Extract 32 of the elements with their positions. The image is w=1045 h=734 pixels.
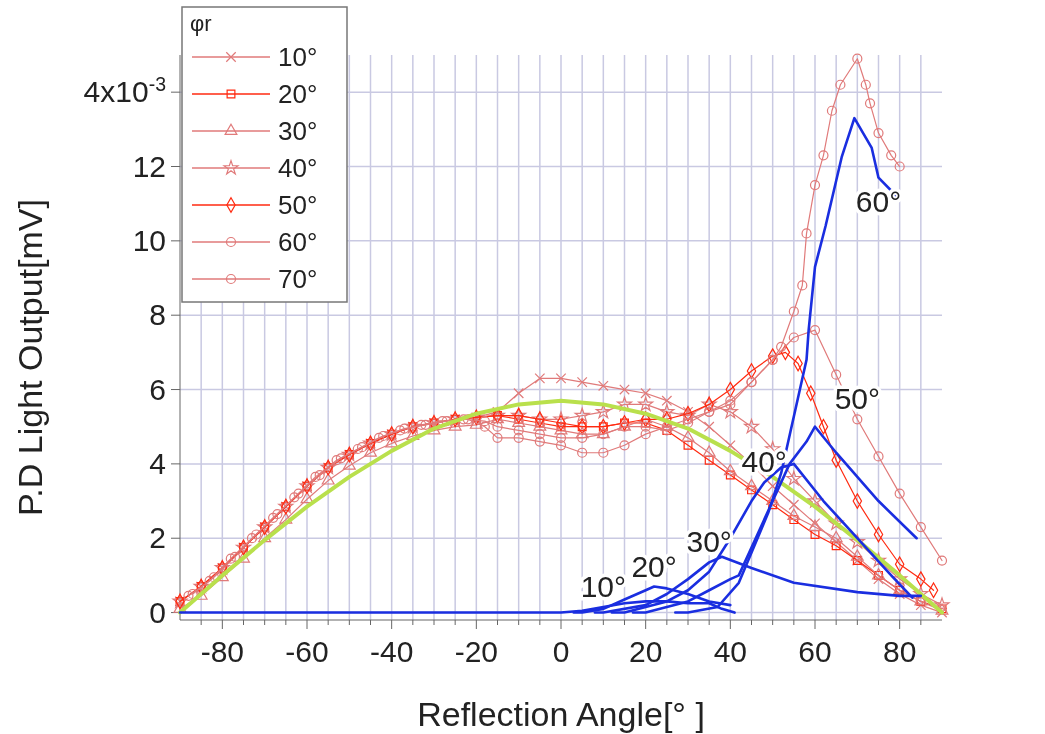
- x-tick-label: -60: [285, 635, 329, 668]
- y-axis-title: P.D Light Output[mV]: [11, 199, 49, 516]
- annotation: 50°: [834, 382, 881, 416]
- y-tick-label: 4: [149, 446, 166, 480]
- legend-label: 70°: [278, 264, 318, 294]
- annotation: 60°: [855, 184, 902, 218]
- y-tick-label: 12: [132, 149, 166, 183]
- legend-label: 20°: [278, 79, 318, 109]
- legend-title: φr: [190, 11, 212, 36]
- y-tick-label: 8: [149, 298, 166, 332]
- y-tick-label: 6: [149, 372, 166, 406]
- legend-label: 60°: [278, 227, 318, 257]
- x-tick-label: 0: [552, 635, 570, 668]
- legend-label: 50°: [278, 190, 318, 220]
- annotation: 30°: [686, 525, 732, 559]
- x-tick-label: -20: [454, 635, 499, 668]
- x-tick-label: 40: [713, 635, 748, 668]
- x-tick-label: 80: [882, 635, 917, 668]
- x-axis-title: Reflection Angle[° ]: [417, 695, 705, 733]
- legend-label: 40°: [278, 153, 318, 183]
- y-tick-label: 0: [149, 595, 166, 629]
- y-tick-label: 10: [132, 223, 166, 257]
- y-tick-label: 2: [149, 521, 166, 555]
- x-tick-label: -40: [369, 635, 414, 668]
- x-tick-label: -80: [200, 635, 245, 668]
- legend-label: 30°: [278, 116, 318, 146]
- x-tick-label: 20: [628, 635, 663, 668]
- x-tick-label: 60: [798, 635, 832, 668]
- annotation: 10°: [580, 569, 627, 603]
- annotation: 20°: [631, 549, 677, 583]
- text: 4x10$^{-3}$: [83, 73, 166, 109]
- legend-label: 10°: [278, 42, 318, 72]
